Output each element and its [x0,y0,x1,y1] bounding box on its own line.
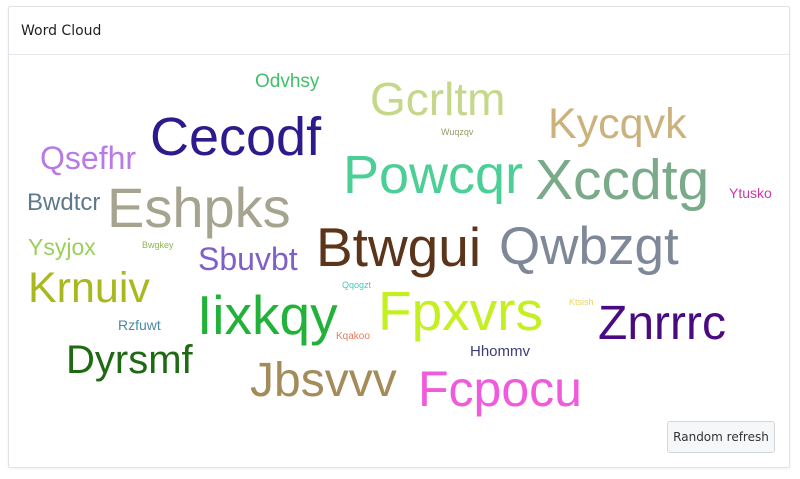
cloud-word: Jbsvvv [250,354,397,407]
cloud-word: Bwdtcr [27,189,101,216]
cloud-word: Rzfuwt [118,317,161,333]
cloud-word: Hhommv [470,343,531,360]
cloud-word: Ktsish [569,297,594,307]
cloud-word: Odvhsy [255,71,320,92]
cloud-word: Fpxvrs [378,280,543,342]
cloud-word: Qqogzt [342,280,372,290]
cloud-word: Sbuvbt [198,241,298,277]
cloud-word: Wuqzqv [441,127,474,137]
cloud-word: Btwgui [316,216,482,278]
cloud-word: Gcrltm [370,73,506,125]
word-cloud-panel: Word Cloud [8,6,790,468]
cloud-word: Powcqr [343,145,524,205]
cloud-word: Xccdtg [535,148,710,212]
cloud-word: Bwgkey [142,240,174,250]
cloud-word: Qsefhr [40,140,137,176]
cloud-word: Ytusko [729,185,772,201]
cloud-word: Dyrsmf [66,338,193,382]
cloud-word: Eshpks [107,176,291,239]
cloud-word: Ysyjox [28,234,96,260]
random-refresh-button[interactable]: Random refresh [667,421,775,453]
cloud-word: Kqakoo [336,331,370,342]
cloud-word: Znrrrc [598,297,726,350]
cloud-word: Kycqvk [548,100,687,148]
panel-header: Word Cloud [9,7,789,55]
cloud-word: Fcpocu [418,361,582,417]
cloud-word: Krnuiv [28,264,150,312]
panel-title: Word Cloud [21,23,102,39]
cloud-word: Cecodf [150,107,322,167]
cloud-word: Qwbzgt [499,217,679,276]
cloud-word: Iixkqy [197,284,338,346]
